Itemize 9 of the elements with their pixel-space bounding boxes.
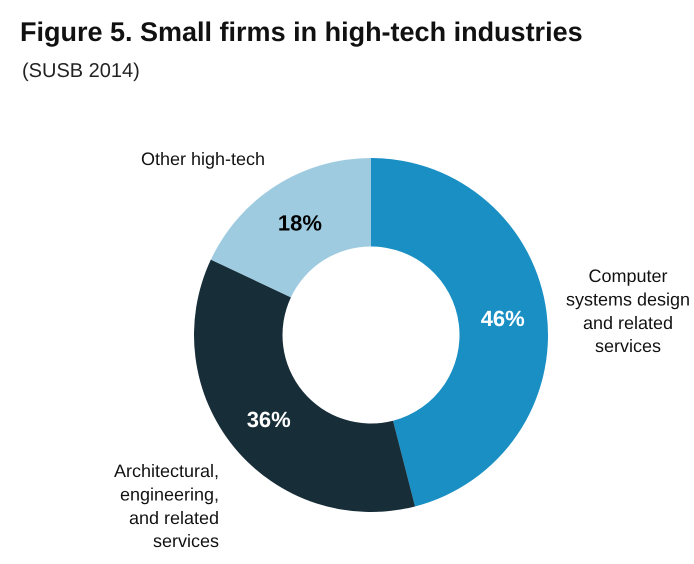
chart-title: Figure 5. Small firms in high-tech industries [20,16,583,47]
data-label: 18% [278,210,322,236]
slice-label: Other high-tech [141,149,266,169]
slice-label: Architectural, engineering, and related services [114,461,220,552]
slice-label: Computer systems design and related services [566,266,690,356]
chart-subtitle: (SUSB 2014) [22,60,140,82]
donut-slice [371,158,548,506]
data-label: 46% [480,306,525,331]
data-label: 36% [246,407,291,432]
